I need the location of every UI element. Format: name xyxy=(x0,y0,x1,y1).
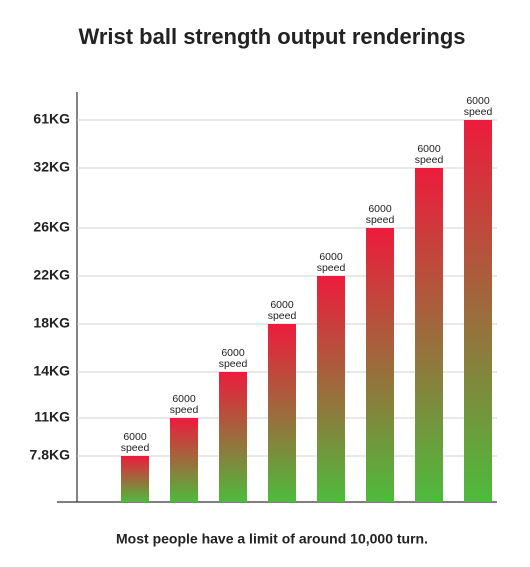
bar-label: speed xyxy=(170,404,199,416)
bar-label: 6000 xyxy=(221,347,245,359)
chart-caption: Most people have a limit of around 10,00… xyxy=(116,531,428,547)
bar xyxy=(366,228,394,502)
bar-label: 6000 xyxy=(172,393,196,405)
bar-label: speed xyxy=(121,442,150,454)
bar xyxy=(268,324,296,502)
bar-label: speed xyxy=(415,154,444,166)
bar xyxy=(464,120,492,502)
bar-label: speed xyxy=(219,358,248,370)
bar-label: speed xyxy=(268,310,297,322)
y-tick-label: 61KG xyxy=(33,111,70,127)
bar-label: 6000 xyxy=(123,431,147,443)
bar xyxy=(415,168,443,502)
bar-label: speed xyxy=(464,106,493,118)
y-tick-label: 22KG xyxy=(33,267,70,283)
bar xyxy=(170,418,198,502)
bar-label: 6000 xyxy=(417,143,441,155)
bar-label: speed xyxy=(366,214,395,226)
y-tick-label: 11KG xyxy=(34,409,70,425)
chart-title: Wrist ball strength output renderings xyxy=(78,24,465,49)
bar-label: 6000 xyxy=(466,95,490,107)
y-tick-label: 7.8KG xyxy=(30,447,71,463)
y-tick-label: 14KG xyxy=(33,363,70,379)
bar-label: 6000 xyxy=(368,203,392,215)
y-tick-label: 32KG xyxy=(33,159,70,175)
bar-label: speed xyxy=(317,262,346,274)
bar xyxy=(219,372,247,502)
bar xyxy=(317,276,345,502)
bar-label: 6000 xyxy=(270,299,294,311)
bar xyxy=(121,456,149,502)
bar-label: 6000 xyxy=(319,251,343,263)
y-tick-label: 18KG xyxy=(33,315,70,331)
y-tick-label: 26KG xyxy=(33,219,70,235)
